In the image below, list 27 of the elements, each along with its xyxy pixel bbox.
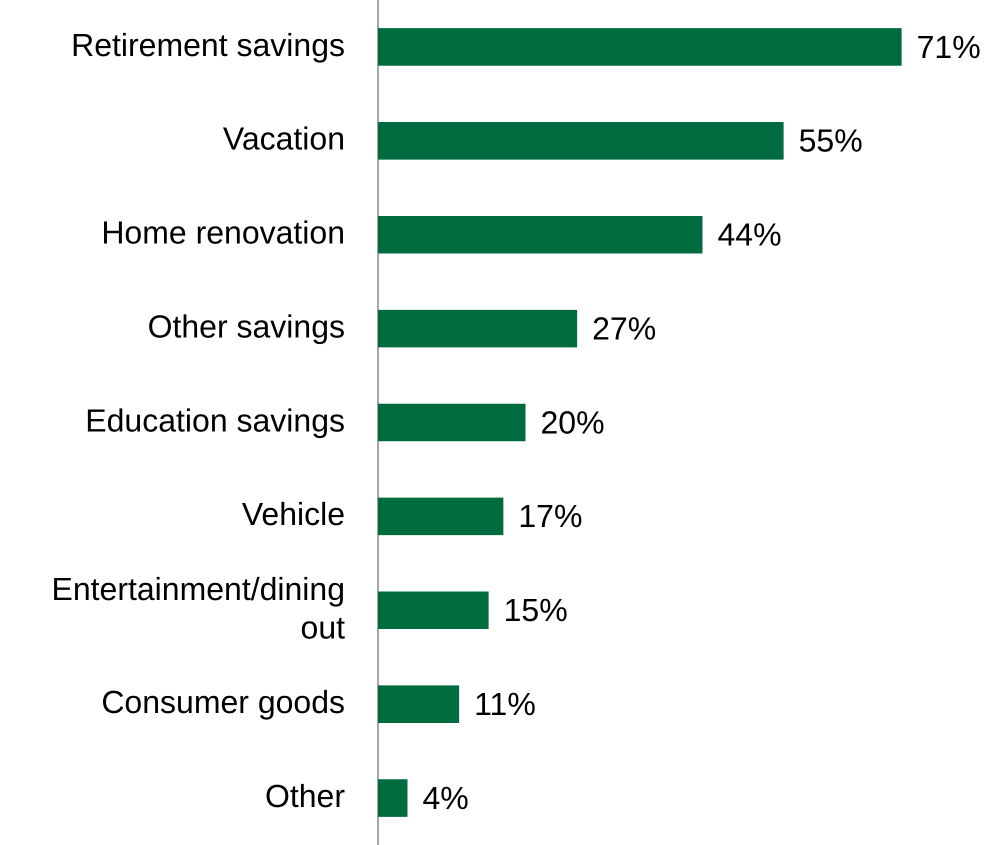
y-tick-label: Other <box>264 778 346 814</box>
bar <box>378 216 702 254</box>
data-label: 4% <box>422 780 469 816</box>
data-label: 44% <box>717 216 782 253</box>
y-tick-label: Home renovation <box>101 214 345 251</box>
bar <box>378 310 578 348</box>
data-label: 17% <box>518 498 582 534</box>
data-label: 15% <box>504 592 568 628</box>
y-tick-label: Entertainment/dining out <box>51 570 346 646</box>
data-label: 55% <box>798 122 863 159</box>
bar <box>378 28 902 66</box>
y-tick-label: Consumer goods <box>101 684 345 720</box>
bar <box>378 779 408 817</box>
y-tick-label: Other savings <box>148 308 345 344</box>
bar <box>378 404 526 442</box>
bar <box>378 498 504 536</box>
data-label: 27% <box>592 310 656 346</box>
data-label: 71% <box>916 28 981 65</box>
bar <box>378 122 784 160</box>
data-label: 11% <box>474 686 536 722</box>
y-tick-label: Education savings <box>85 402 345 438</box>
bar <box>378 685 460 723</box>
y-tick-label: Retirement savings <box>71 26 345 63</box>
data-label: 20% <box>540 404 605 440</box>
bar <box>378 592 489 630</box>
y-tick-label: Vehicle <box>242 496 345 532</box>
y-tick-label: Vacation <box>222 120 345 157</box>
